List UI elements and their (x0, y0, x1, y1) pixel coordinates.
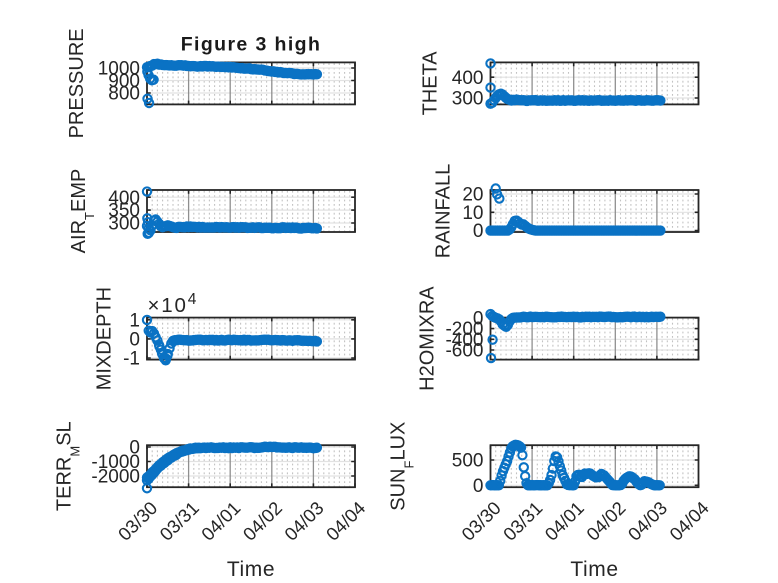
svg-text:1: 1 (129, 310, 140, 331)
svg-text:Figure 3 high: Figure 3 high (181, 34, 322, 56)
svg-text:0: 0 (129, 330, 140, 351)
svg-text:-1000: -1000 (91, 452, 140, 473)
svg-text:H2OMIXRA: H2OMIXRA (416, 286, 438, 391)
svg-text:400: 400 (108, 188, 140, 209)
svg-text:-200: -200 (445, 319, 483, 340)
svg-text:800: 800 (108, 84, 140, 105)
svg-text:Time: Time (227, 558, 275, 581)
svg-text:-600: -600 (445, 341, 483, 362)
svg-text:-400: -400 (445, 330, 483, 351)
svg-text:PRESSURE: PRESSURE (66, 28, 88, 138)
svg-text:1000: 1000 (98, 59, 140, 80)
svg-text:0: 0 (129, 438, 140, 459)
svg-text:20: 20 (462, 185, 483, 206)
svg-text:Time: Time (570, 558, 618, 581)
svg-text:300: 300 (108, 214, 140, 235)
svg-text:RAINFALL: RAINFALL (433, 164, 455, 258)
svg-text:MIXDEPTH: MIXDEPTH (94, 287, 116, 390)
svg-text:300: 300 (452, 89, 484, 110)
svg-text:-1: -1 (123, 349, 140, 370)
svg-text:500: 500 (452, 451, 484, 472)
svg-text:0: 0 (473, 476, 484, 497)
svg-text:900: 900 (108, 71, 140, 92)
svg-text:-2000: -2000 (91, 467, 140, 488)
svg-text:0: 0 (473, 221, 484, 242)
svg-text:350: 350 (108, 201, 140, 222)
svg-text:400: 400 (452, 68, 484, 89)
svg-text:0: 0 (473, 309, 484, 330)
svg-text:10: 10 (462, 203, 483, 224)
svg-text:THETA: THETA (420, 51, 442, 116)
